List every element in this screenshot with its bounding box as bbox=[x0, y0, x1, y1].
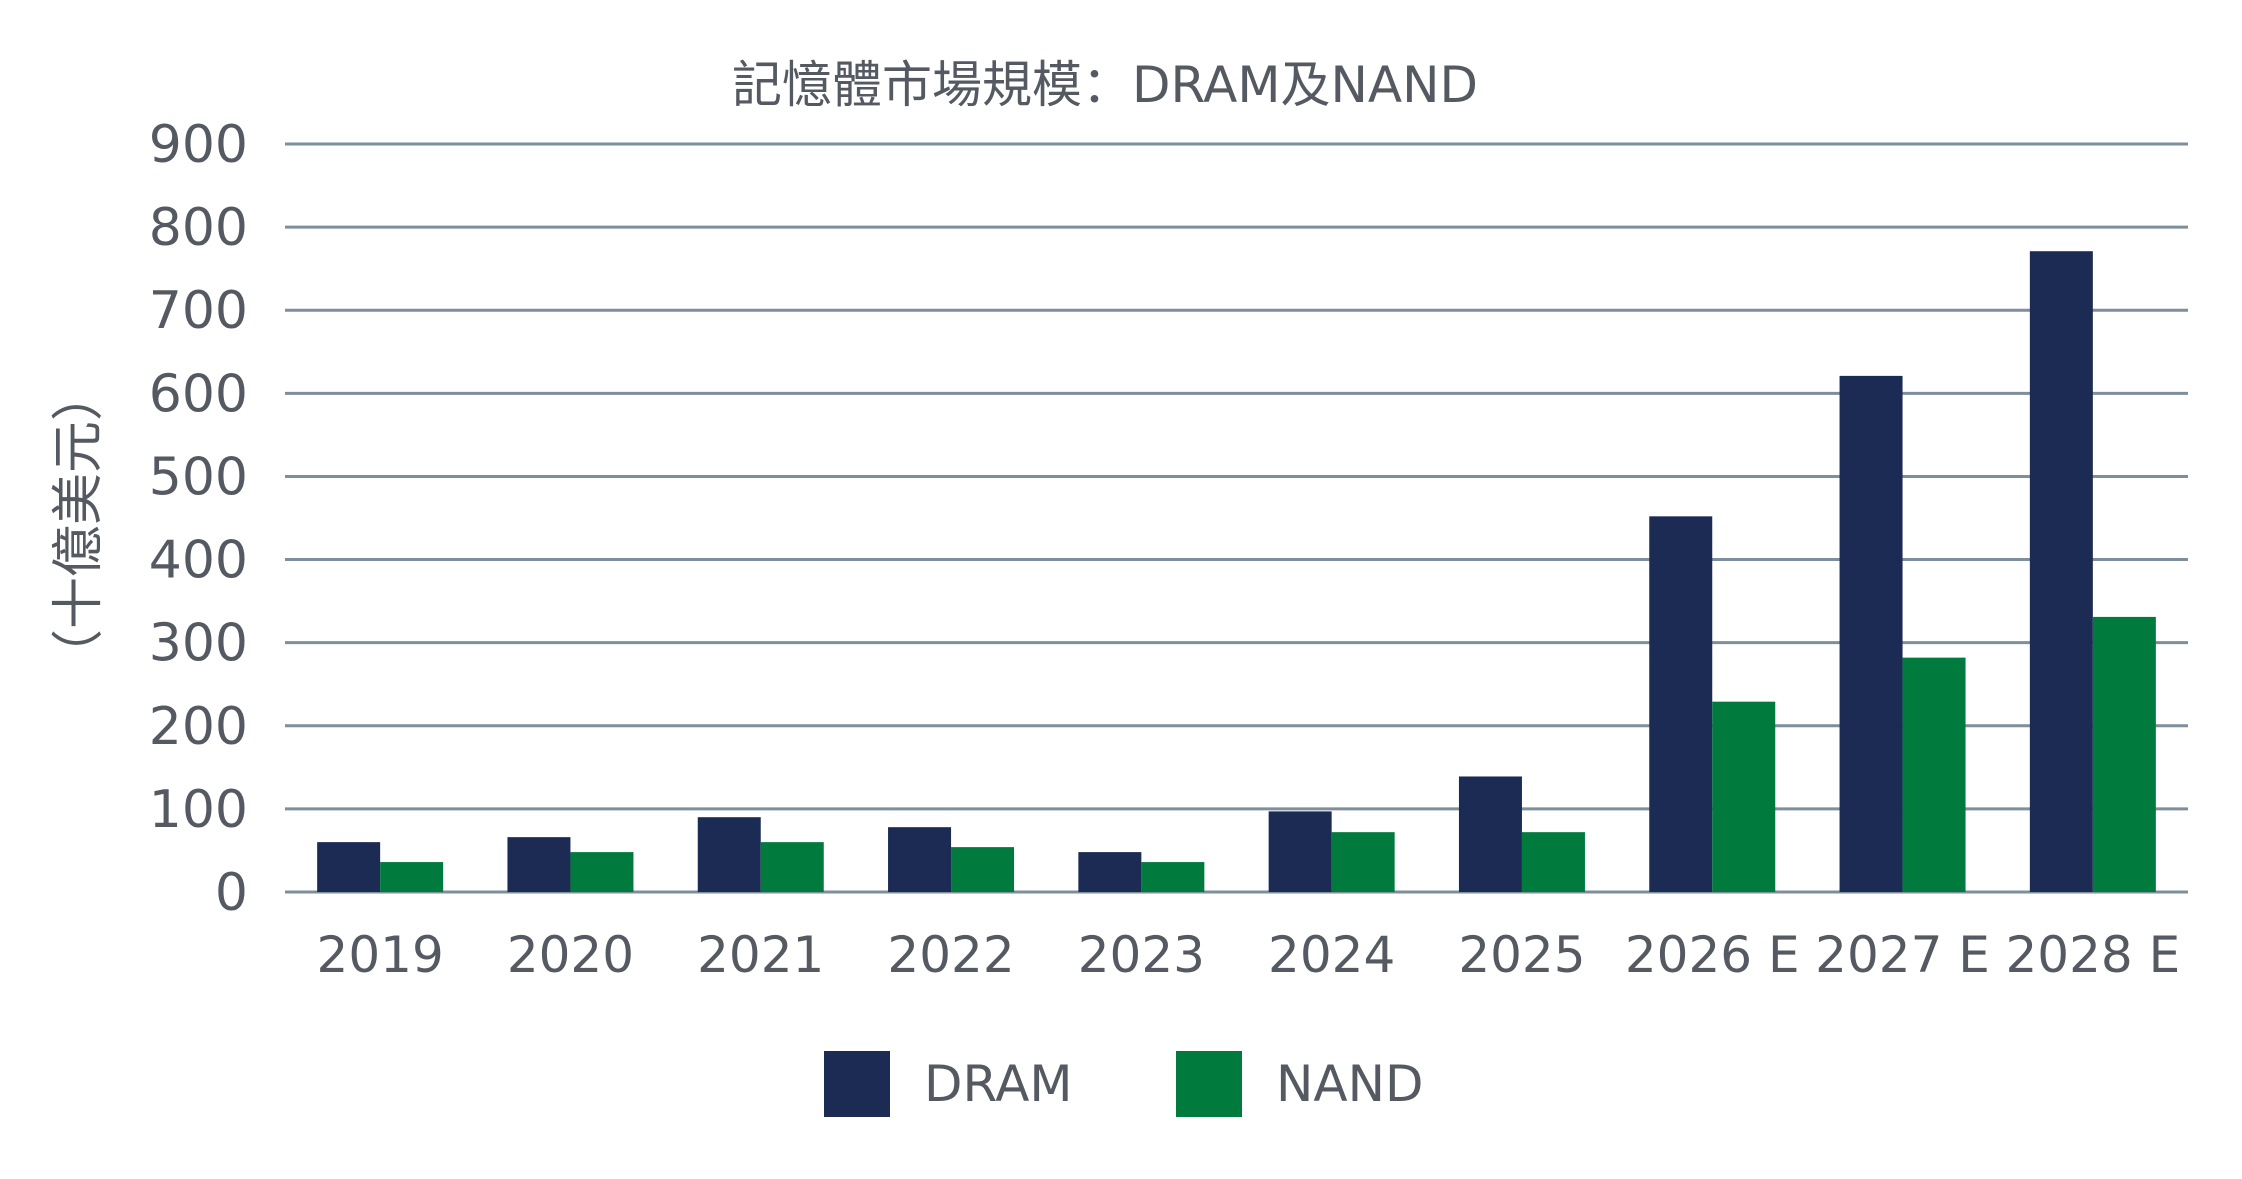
bar-dram-2019 bbox=[317, 842, 381, 892]
bar-dram-2025 bbox=[1458, 776, 1522, 892]
y-tick-labels: 0 100 200 300 400 500 600 700 800 900 bbox=[149, 115, 248, 923]
x-tick-label: 2024 bbox=[1268, 926, 1395, 984]
y-tick-label: 100 bbox=[149, 780, 248, 840]
y-tick-label: 800 bbox=[149, 198, 248, 258]
legend-label-dram: DRAM bbox=[924, 1055, 1073, 1113]
x-tick-label: 2019 bbox=[317, 926, 444, 984]
bar-nand-2023 bbox=[1141, 862, 1205, 892]
x-tick-label: 2028 E bbox=[2005, 926, 2180, 984]
y-tick-label: 200 bbox=[149, 697, 248, 757]
bar-dram-2027e bbox=[1839, 375, 1903, 892]
y-tick-label: 700 bbox=[149, 281, 248, 341]
y-tick-label: 0 bbox=[215, 863, 248, 923]
y-axis-label: （十億美元） bbox=[49, 369, 109, 681]
y-tick-label: 300 bbox=[149, 614, 248, 674]
legend-label-nand: NAND bbox=[1276, 1055, 1424, 1113]
y-tick-label: 900 bbox=[149, 115, 248, 175]
gridlines bbox=[285, 142, 2188, 894]
legend-swatch-dram bbox=[824, 1051, 890, 1117]
bar-nand-2028e bbox=[2092, 616, 2156, 892]
bar-nand-2019 bbox=[380, 862, 444, 892]
x-tick-labels: 2019 2020 2021 2022 2023 2024 2025 2026 E 2027 E… bbox=[317, 926, 2181, 984]
bar-dram-2026e bbox=[1649, 516, 1713, 892]
x-tick-label: 2027 E bbox=[1815, 926, 1990, 984]
bar-dram-2022 bbox=[888, 827, 952, 892]
bar-nand-2025 bbox=[1521, 832, 1585, 892]
legend: DRAM NAND bbox=[824, 1051, 1424, 1117]
bar-dram-2028e bbox=[2029, 251, 2093, 893]
bar-dram-2021 bbox=[697, 817, 761, 892]
bar-nand-2020 bbox=[570, 852, 634, 892]
x-tick-label: 2022 bbox=[887, 926, 1014, 984]
y-tick-label: 400 bbox=[149, 531, 248, 591]
x-tick-label: 2026 E bbox=[1625, 926, 1800, 984]
legend-swatch-nand bbox=[1176, 1051, 1242, 1117]
bar-nand-2022 bbox=[951, 847, 1015, 892]
x-tick-label: 2021 bbox=[697, 926, 824, 984]
bar-nand-2027e bbox=[1902, 657, 1966, 892]
x-tick-label: 2023 bbox=[1078, 926, 1205, 984]
bar-nand-2024 bbox=[1331, 832, 1395, 892]
y-tick-label: 500 bbox=[149, 447, 248, 507]
x-tick-label: 2025 bbox=[1458, 926, 1585, 984]
x-tick-label: 2020 bbox=[507, 926, 634, 984]
bar-dram-2023 bbox=[1078, 852, 1142, 892]
bar-nand-2026e bbox=[1712, 701, 1776, 892]
bar-nand-2021 bbox=[760, 842, 824, 892]
y-tick-label: 600 bbox=[149, 364, 248, 424]
bar-dram-2020 bbox=[507, 837, 571, 892]
chart-title: 記憶體市場規模：DRAM及NAND bbox=[732, 56, 1478, 114]
bars bbox=[317, 251, 2156, 893]
bar-dram-2024 bbox=[1268, 811, 1332, 892]
